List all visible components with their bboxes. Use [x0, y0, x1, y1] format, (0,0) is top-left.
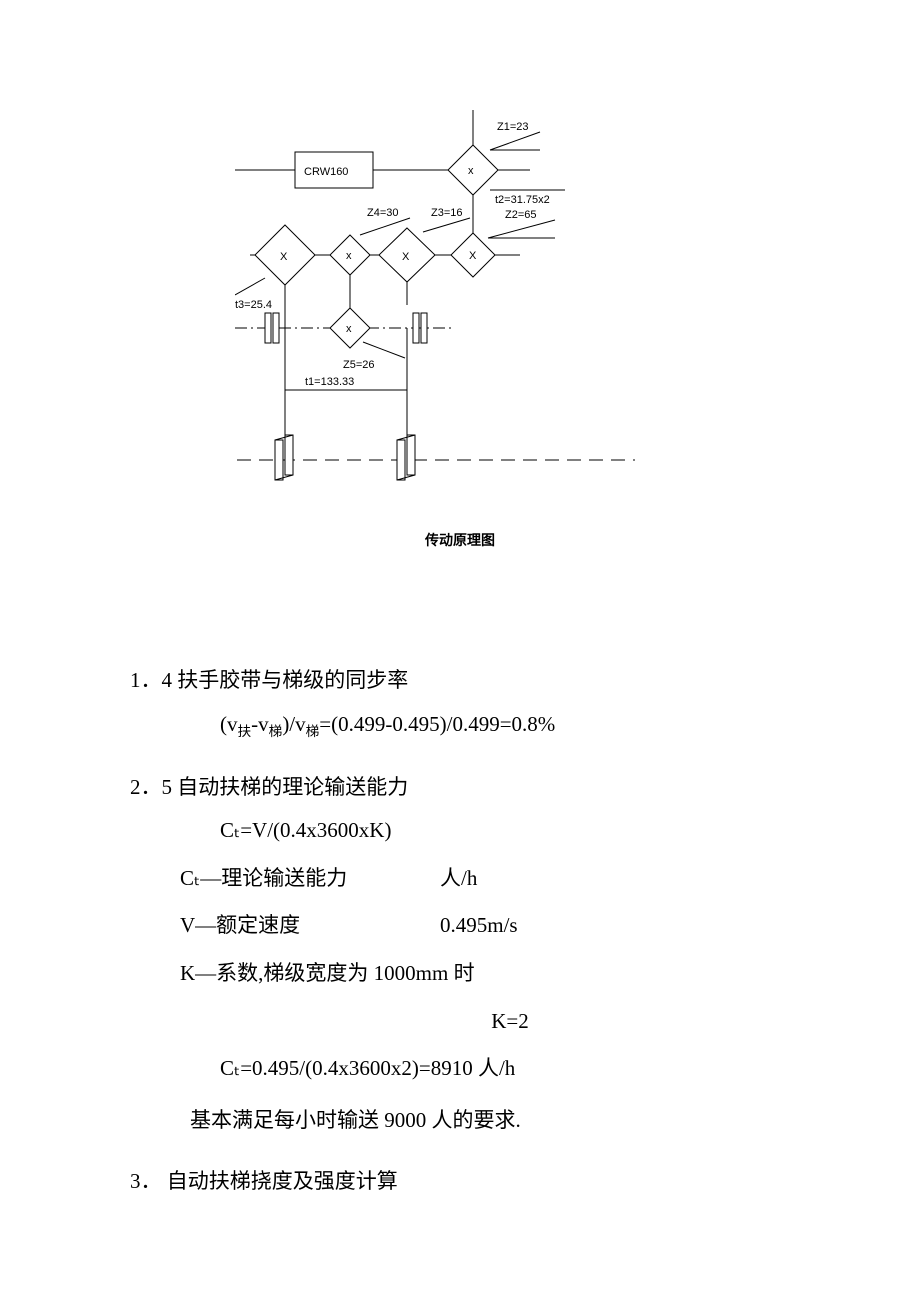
- k-value: K=2: [230, 1005, 790, 1039]
- sec-title-14: 扶手胶带与梯级的同步率: [177, 668, 408, 692]
- capacity-formula: Cₜ=V/(0.4x3600xK): [220, 814, 790, 848]
- f14-sub3: 梯: [306, 724, 320, 739]
- section-3-heading: 3． 自动扶梯挠度及强度计算: [130, 1165, 790, 1199]
- ct-label: Cₜ—理论输送能力: [180, 862, 440, 896]
- f14-m2: )/v: [282, 712, 305, 736]
- capacity-conclusion: 基本满足每小时输送 9000 人的要求.: [190, 1104, 790, 1138]
- svg-text:X: X: [280, 251, 288, 263]
- z5-label: Z5=26: [343, 359, 375, 371]
- z2-label: Z2=65: [505, 209, 537, 221]
- ct-definition: Cₜ—理论输送能力 人/h: [180, 862, 790, 896]
- sec-title-3: 自动扶梯挠度及强度计算: [167, 1169, 398, 1193]
- z3-label: Z3=16: [431, 207, 463, 219]
- svg-text:x: x: [346, 250, 352, 262]
- svg-text:x: x: [346, 323, 352, 335]
- f14-m1: -v: [251, 712, 269, 736]
- f14-sub2: 梯: [269, 724, 283, 739]
- sync-rate-formula: (v扶-v梯)/v梯=(0.499-0.495)/0.499=0.8%: [220, 708, 790, 743]
- sec-num-25: 2．5: [130, 775, 172, 799]
- svg-text:x: x: [468, 165, 474, 177]
- ct-unit: 人/h: [440, 862, 477, 896]
- crw-label: CRW160: [304, 166, 348, 178]
- svg-text:X: X: [469, 250, 477, 262]
- t2-label: t2=31.75x2: [495, 194, 550, 206]
- v-label: V—额定速度: [180, 909, 440, 943]
- z4-label: Z4=30: [367, 207, 399, 219]
- diagram-svg: CRW160 x Z1=23 t2=31.75x2 X Z2=65 X Z3=1…: [235, 110, 635, 530]
- transmission-diagram: CRW160 x Z1=23 t2=31.75x2 X Z2=65 X Z3=1…: [235, 110, 635, 530]
- k-definition: K—系数,梯级宽度为 1000mm 时: [180, 957, 790, 991]
- t1-label: t1=133.33: [305, 376, 354, 388]
- f14-p1: (v: [220, 712, 238, 736]
- t3-label: t3=25.4: [235, 299, 272, 311]
- diagram-caption: 传动原理图: [0, 530, 920, 550]
- section-2-5-heading: 2．5 自动扶梯的理论输送能力: [130, 771, 790, 805]
- f14-sub1: 扶: [238, 724, 252, 739]
- sec-num-14: 1．4: [130, 668, 172, 692]
- v-value: 0.495m/s: [440, 909, 518, 943]
- z1-label: Z1=23: [497, 121, 529, 133]
- section-1-4-heading: 1．4 扶手胶带与梯级的同步率: [130, 664, 790, 698]
- sec-num-3: 3．: [130, 1169, 162, 1193]
- sec-title-25: 自动扶梯的理论输送能力: [177, 775, 408, 799]
- svg-text:X: X: [402, 251, 410, 263]
- f14-rhs: =(0.499-0.495)/0.499=0.8%: [319, 712, 555, 736]
- v-definition: V—额定速度 0.495m/s: [180, 909, 790, 943]
- capacity-result: Cₜ=0.495/(0.4x3600x2)=8910 人/h: [220, 1052, 790, 1086]
- document-body: 1．4 扶手胶带与梯级的同步率 (v扶-v梯)/v梯=(0.499-0.495)…: [130, 636, 790, 1205]
